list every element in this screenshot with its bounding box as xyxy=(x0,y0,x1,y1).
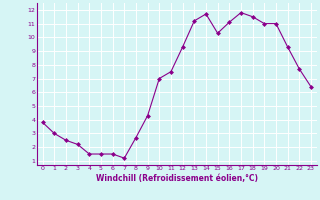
X-axis label: Windchill (Refroidissement éolien,°C): Windchill (Refroidissement éolien,°C) xyxy=(96,174,258,183)
